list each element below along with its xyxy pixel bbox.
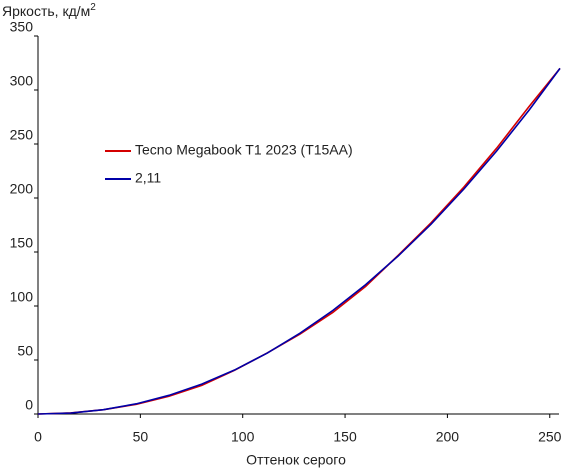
y-label-main: Яркость, кд/м: [2, 3, 90, 19]
series-line: [37, 67, 561, 415]
y-tick-label: 350: [10, 19, 34, 35]
legend-label: Tecno Megabook T1 2023 (T15AA): [135, 142, 353, 158]
x-tick-label: 250: [538, 429, 561, 445]
x-tick-label: 100: [231, 429, 255, 445]
x-tick-label: 0: [34, 429, 42, 445]
legend-label: 2,11: [135, 170, 161, 186]
y-tick-label: 100: [10, 289, 34, 305]
x-tick-label: 200: [436, 429, 460, 445]
y-tick-label: 300: [10, 73, 34, 89]
y-tick-label: 250: [10, 127, 34, 143]
y-label-sup: 2: [90, 2, 96, 13]
y-tick-label: 200: [10, 181, 34, 197]
y-tick-label: 150: [10, 235, 34, 251]
series-line: [37, 67, 561, 415]
y-tick-label: 0: [25, 397, 33, 413]
x-axis-label: Оттенок серого: [246, 452, 346, 468]
x-tick-label: 150: [333, 429, 357, 445]
y-axis-label: Яркость, кд/м2: [2, 2, 96, 19]
y-tick-label: 50: [17, 343, 33, 359]
x-tick-label: 50: [133, 429, 149, 445]
